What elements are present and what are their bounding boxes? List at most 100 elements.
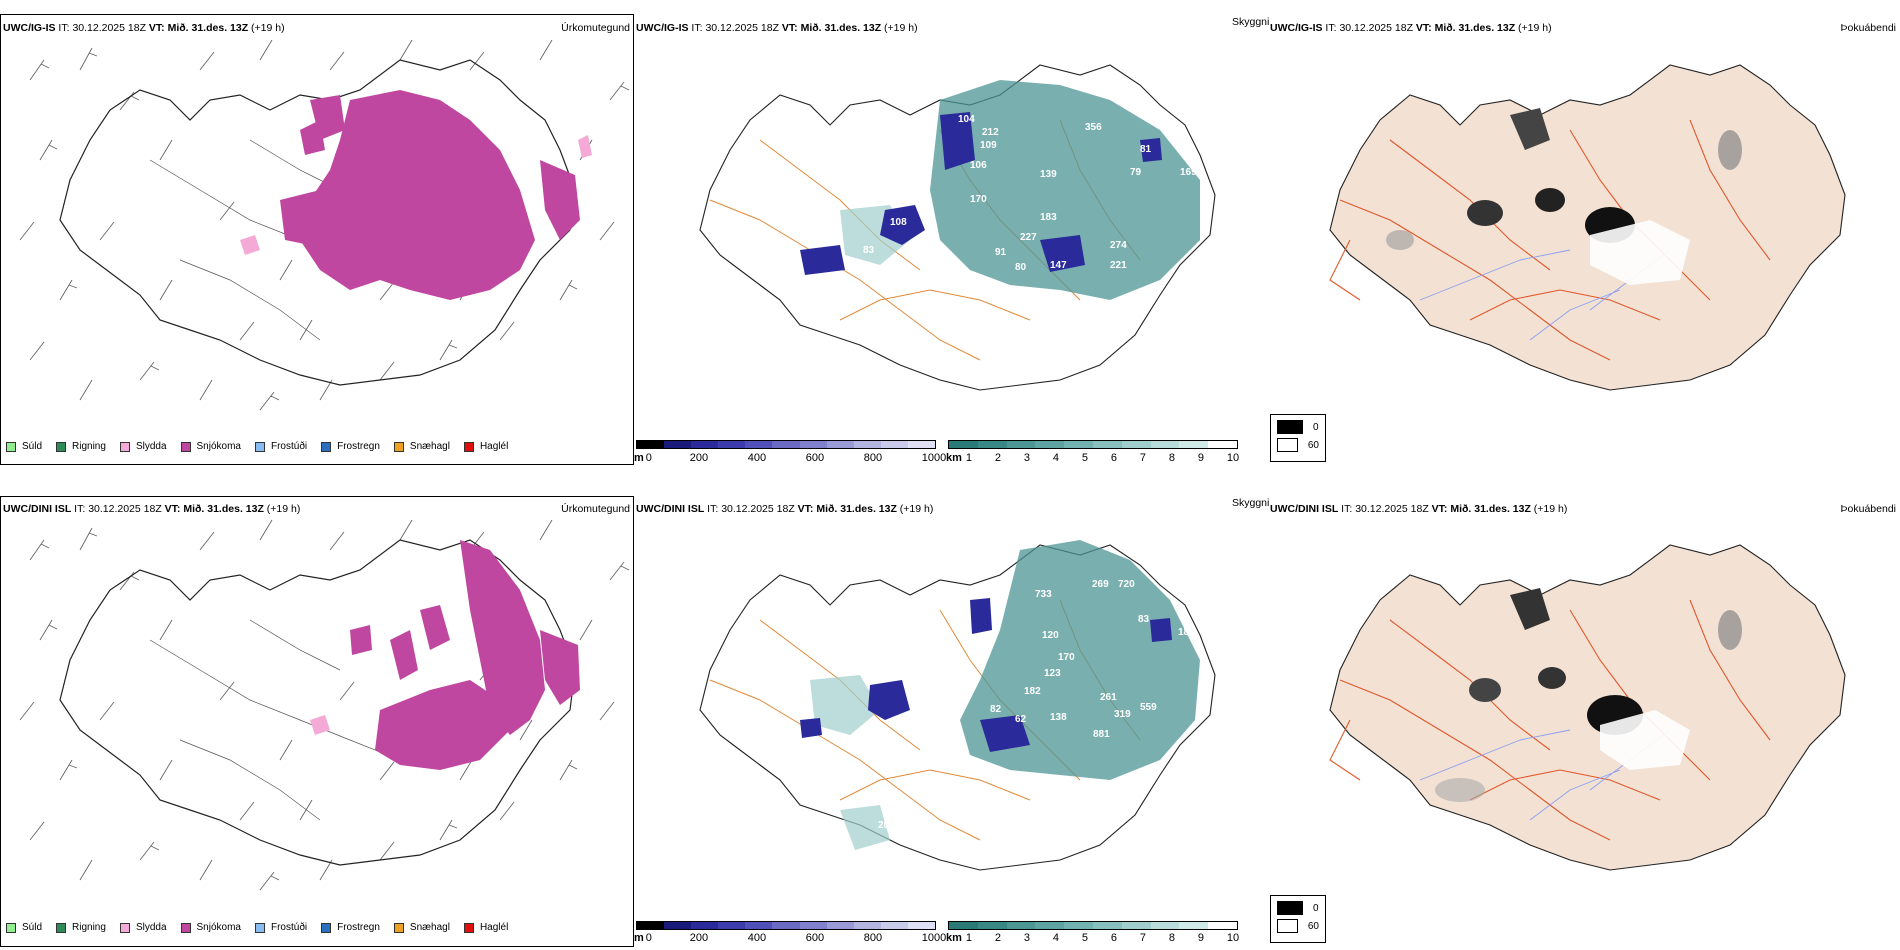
vis-label: 119: [910, 827, 927, 838]
header-row2-p1: UWC/DINI ISL IT: 30.12.2025 18Z VT: Mið.…: [3, 503, 301, 515]
snowfall-areas-1: [280, 90, 580, 300]
legend-swatch: [6, 922, 16, 933]
vis-label: 123: [1044, 668, 1061, 679]
vis-label: 79: [1130, 167, 1142, 178]
precip-legend-1: Súld Rigning Slydda Snjókoma Frostúði Fr…: [6, 441, 522, 452]
vis-label: 139: [1040, 169, 1057, 180]
iceland-outline-4: [59, 539, 576, 866]
fog-swatch: [1277, 919, 1298, 933]
vis-label: 104: [958, 114, 975, 125]
vis-label: 261: [1100, 692, 1117, 703]
height-colorbar-labels-1: m 0 200 400 600 800 1000: [634, 452, 947, 464]
fog-swatch: [1277, 901, 1303, 915]
precip-frame-1: [0, 14, 634, 465]
vis-label: 227: [1020, 232, 1037, 243]
vis-label: 82: [990, 704, 1002, 715]
vis-label: 20: [878, 820, 890, 831]
vis-label: 108: [910, 245, 927, 256]
vis-label: 23: [872, 674, 884, 685]
vis-label: 182: [1024, 686, 1041, 697]
visibility-colorbar-1: [948, 440, 1238, 449]
vis-label: 147: [1050, 260, 1067, 271]
legend-item-haglel: Haglél: [463, 922, 508, 933]
height-colorbar-labels-2: m 0 200 400 600 800 1000: [634, 932, 947, 944]
legend-item-rigning: Rigning: [56, 922, 106, 933]
vis-label: 212: [982, 127, 999, 138]
vis-label: 62: [1015, 714, 1027, 725]
vis-label: 138: [1050, 712, 1067, 723]
vis-label: 881: [1093, 729, 1110, 740]
high-terrain-2: [800, 598, 1172, 752]
legend-item-snjokoma: Snjókoma: [180, 441, 241, 452]
high-terrain-1: [800, 112, 1162, 275]
legend-item-frostudi: Frostúði: [254, 922, 307, 933]
wind-barbs-2: [19, 519, 630, 891]
visibility-colorbar-labels-1: km 1 2 3 4 5 6 7 8 9 10: [946, 452, 1240, 464]
fog-map-1: [1329, 64, 1846, 391]
panel-title-fog-1: Þokuábendi: [1840, 22, 1896, 34]
legend-swatch: [56, 441, 67, 452]
header-row2-p2: UWC/DINI ISL IT: 30.12.2025 18Z VT: Mið.…: [636, 503, 934, 515]
legend-swatch: [180, 922, 191, 933]
vis-label: 183: [1040, 212, 1057, 223]
sleet-areas-2: [310, 715, 330, 735]
fog-legend-2: 0 60: [1270, 895, 1326, 943]
fog-shading-1: [1386, 108, 1742, 285]
legend-item-snaehagl: Snæhagl: [393, 441, 450, 452]
vis-label: 83: [1138, 614, 1150, 625]
legend-item-rigning: Rigning: [56, 441, 106, 452]
legend-swatch: [254, 441, 265, 452]
iceland-outline-1: [59, 59, 576, 386]
legend-swatch: [119, 922, 130, 933]
legend-item-frostregn: Frostregn: [321, 922, 380, 933]
visibility-labels-2: 733 269 720 83 184 120 170 123 182 261 5…: [872, 579, 1195, 838]
sleet-areas-1: [240, 135, 592, 255]
legend-item-frostregn: Frostregn: [321, 441, 380, 452]
iceland-outline-6: [1329, 544, 1846, 871]
legend-item-haglel: Haglél: [463, 441, 508, 452]
legend-item-sudl: Súld: [6, 441, 42, 452]
legend-swatch: [254, 922, 265, 933]
panel-title-precip-2: Úrkomutegund: [561, 503, 630, 515]
height-colorbar-1: [636, 440, 936, 449]
vis-label: 170: [1058, 652, 1075, 663]
vis-label: 81: [1140, 144, 1152, 155]
precip-frame-2: [0, 496, 634, 947]
header-row1-p2: UWC/IG-IS IT: 30.12.2025 18Z VT: Mið. 31…: [636, 22, 918, 34]
legend-swatch: [393, 922, 404, 933]
legend-item-sudl: Súld: [6, 922, 42, 933]
header-row2-p3: UWC/DINI ISL IT: 30.12.2025 18Z VT: Mið.…: [1270, 503, 1568, 515]
vis-label: 269: [1092, 579, 1109, 590]
visibility-labels-1: 104 108 109 106 170 183 227 274 221 80 9…: [852, 114, 1197, 273]
visibility-shading-1: [840, 80, 1200, 300]
panel-title-fog-2: Þokuábendi: [1840, 503, 1896, 515]
fog-shading-2: [1435, 588, 1742, 802]
vis-label: 559: [1140, 702, 1157, 713]
vis-label: 108: [890, 217, 907, 228]
vis-label: 109: [980, 140, 997, 151]
legend-swatch: [180, 441, 191, 452]
snowfall-areas-2: [350, 540, 580, 770]
visibility-colorbar-labels-2: km 1 2 3 4 5 6 7 8 9 10: [946, 932, 1240, 944]
legend-swatch: [393, 441, 404, 452]
precip-map-2: [19, 519, 630, 891]
visibility-colorbar-2: [948, 921, 1238, 930]
fog-swatch: [1277, 438, 1298, 452]
precip-legend-2: Súld Rigning Slydda Snjókoma Frostúði Fr…: [6, 922, 522, 933]
vis-label: 69: [852, 262, 864, 273]
legend-swatch: [119, 441, 130, 452]
vis-label: 170: [970, 194, 987, 205]
vis-label: 274: [1110, 240, 1127, 251]
fog-map-2: [1329, 544, 1846, 871]
vis-label: 80: [1015, 262, 1027, 273]
header-row1-p1: UWC/IG-IS IT: 30.12.2025 18Z VT: Mið. 31…: [3, 22, 285, 34]
legend-item-snaehagl: Snæhagl: [393, 922, 450, 933]
legend-swatch: [56, 922, 67, 933]
vis-label: 106: [970, 160, 987, 171]
header-row1-p3: UWC/IG-IS IT: 30.12.2025 18Z VT: Mið. 31…: [1270, 22, 1552, 34]
vis-label: 71: [925, 697, 937, 708]
fog-legend-1: 0 60: [1270, 414, 1326, 462]
height-colorbar-2: [636, 921, 936, 930]
legend-swatch: [463, 441, 474, 452]
vis-label: 733: [1035, 589, 1052, 600]
